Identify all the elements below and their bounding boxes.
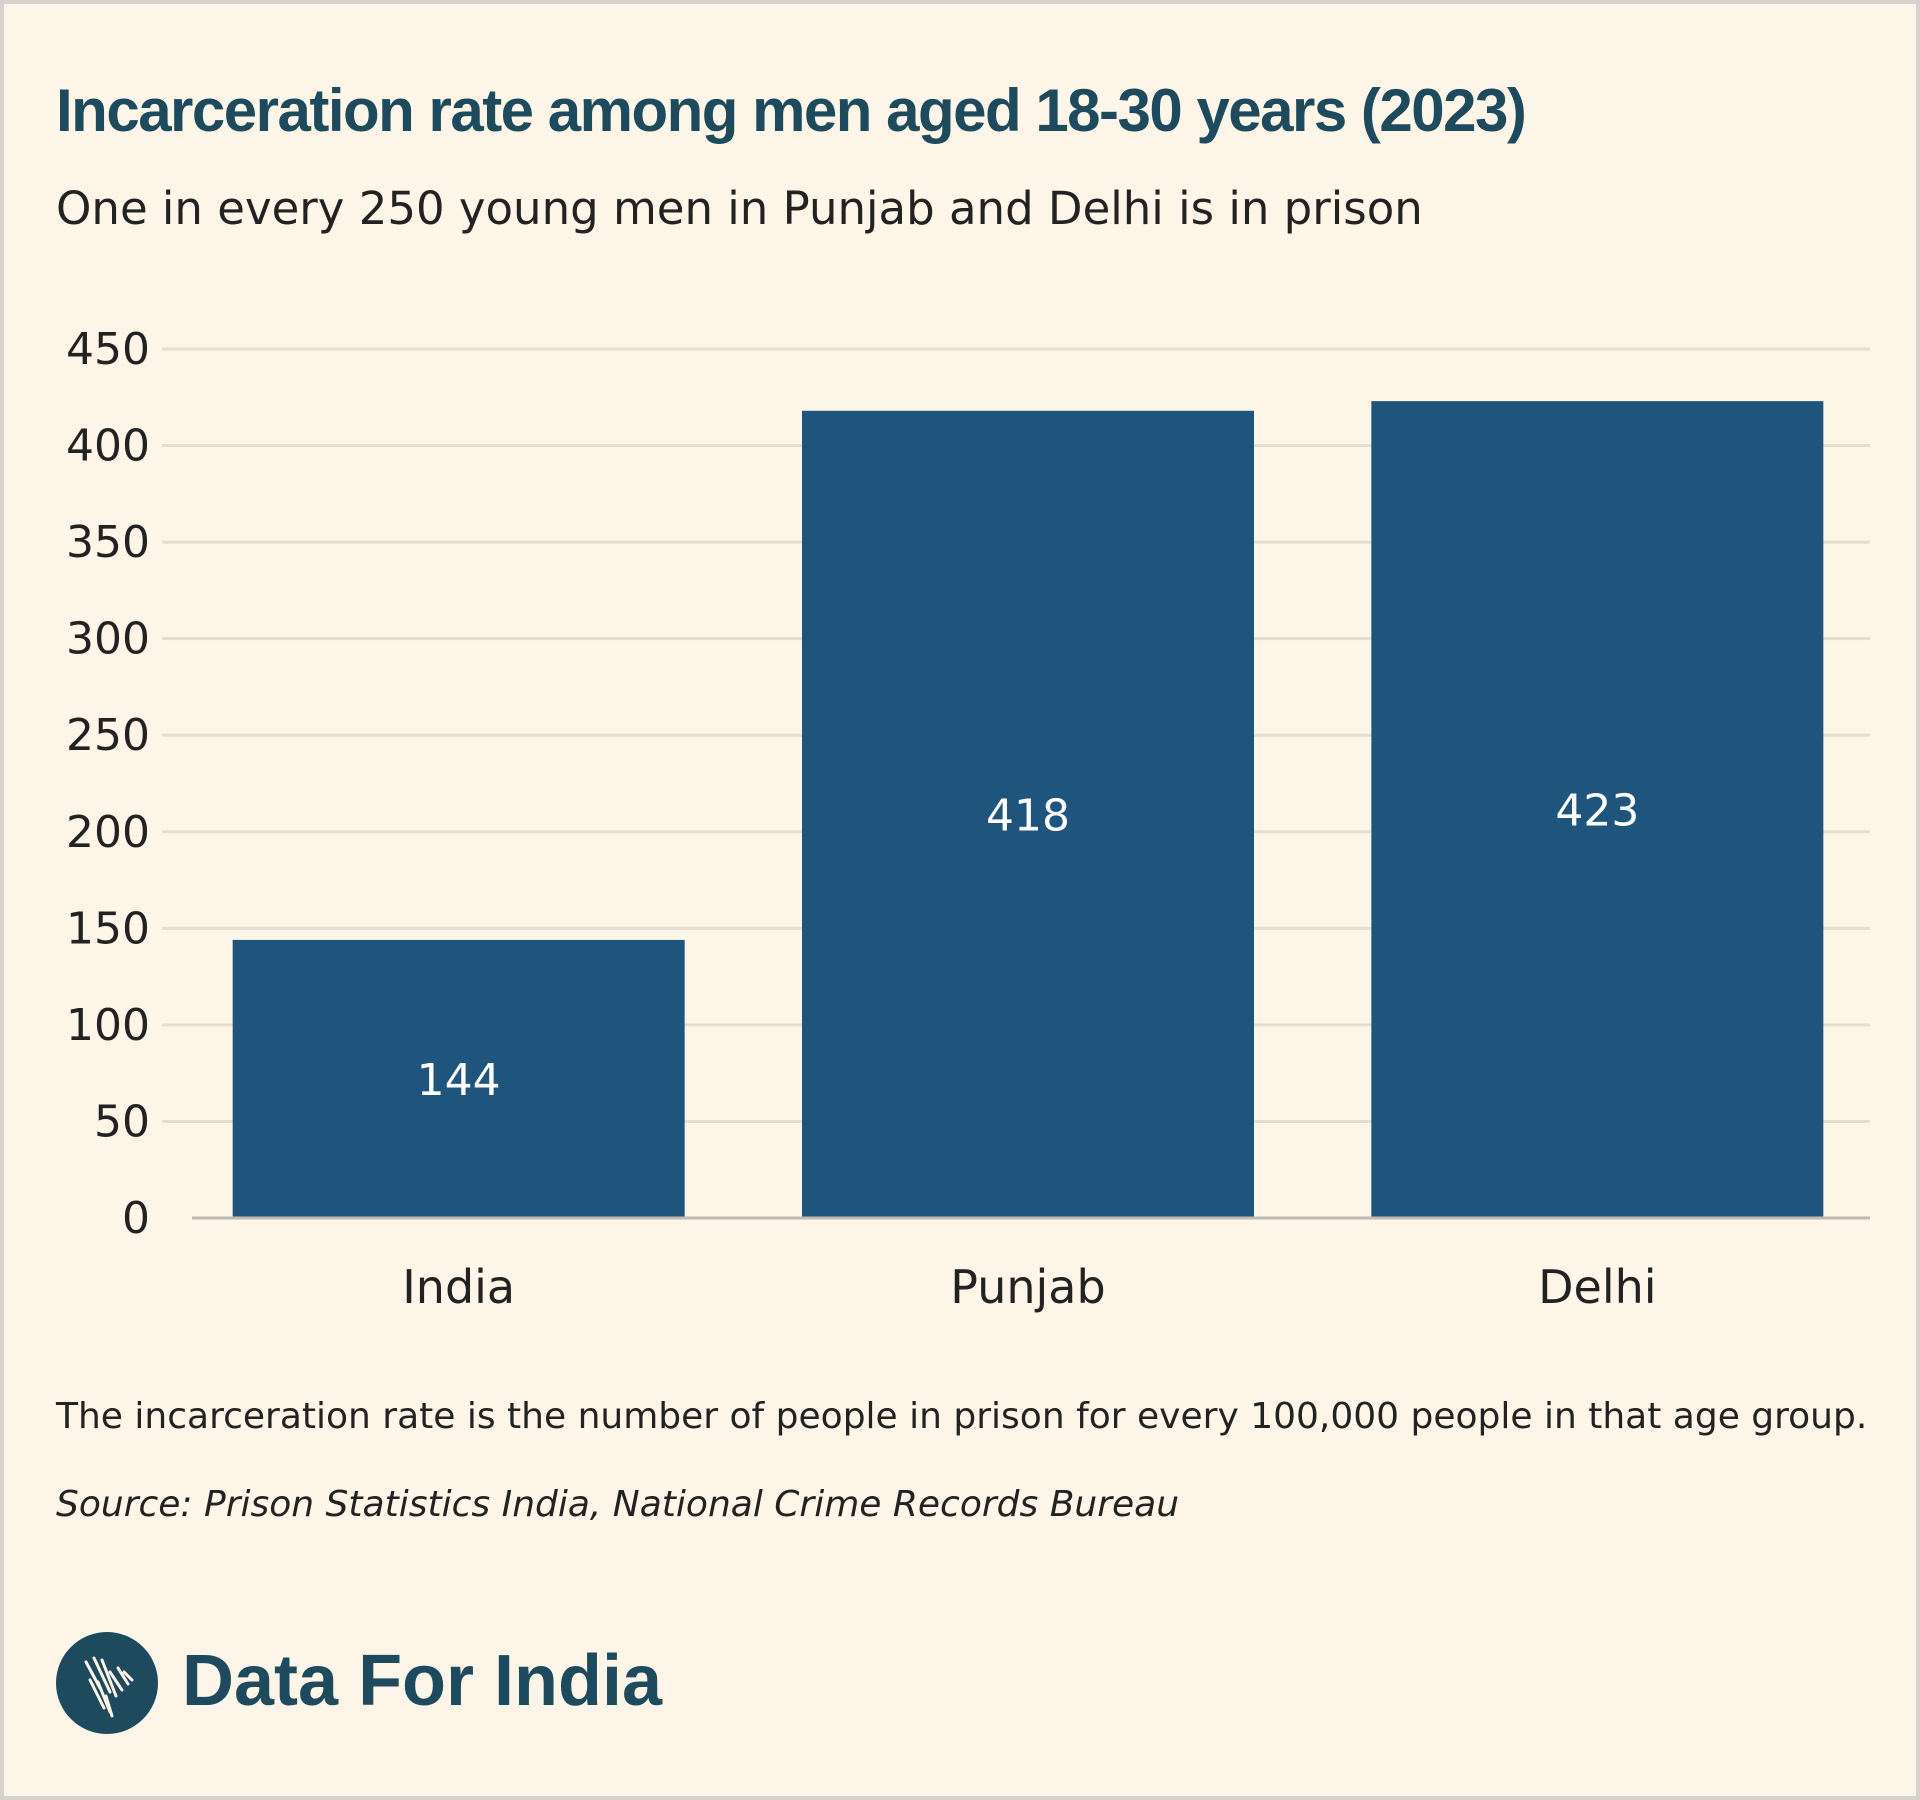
y-tick-label: 350 <box>66 517 150 568</box>
y-tick-label: 300 <box>66 614 150 665</box>
chart-note: The incarceration rate is the number of … <box>56 1396 1868 1437</box>
bar <box>232 939 685 1218</box>
bar-value-label: 418 <box>986 790 1070 841</box>
chart-title: Incarceration rate among men aged 18-30 … <box>56 77 1527 144</box>
y-tick-label: 50 <box>94 1096 150 1147</box>
chart-subtitle: One in every 250 young men in Punjab and… <box>56 182 1423 235</box>
y-tick-label: 0 <box>122 1193 150 1244</box>
y-tick-label: 150 <box>66 903 150 954</box>
y-tick-label: 400 <box>66 421 150 472</box>
x-tick-label: India <box>402 1260 515 1314</box>
bar <box>802 410 1254 1219</box>
y-tick-label: 450 <box>66 324 150 375</box>
india-map-icon <box>56 1632 158 1734</box>
y-tick-label: 200 <box>66 807 150 858</box>
x-tick-label: Delhi <box>1538 1260 1656 1314</box>
y-tick-label: 100 <box>66 1000 150 1051</box>
bar-value-label: 144 <box>417 1055 501 1106</box>
bar <box>1371 401 1824 1218</box>
brand-name: Data For India <box>182 1641 663 1721</box>
bar-chart: 0 50 100 150 200 250 300 350 400 450 144 India 418 Pu… <box>66 324 1870 1314</box>
bar-value-label: 423 <box>1555 786 1639 837</box>
x-tick-label: Punjab <box>950 1260 1105 1314</box>
chart-source: Source: Prison Statistics India, Nationa… <box>56 1484 1180 1525</box>
y-tick-label: 250 <box>66 710 150 761</box>
